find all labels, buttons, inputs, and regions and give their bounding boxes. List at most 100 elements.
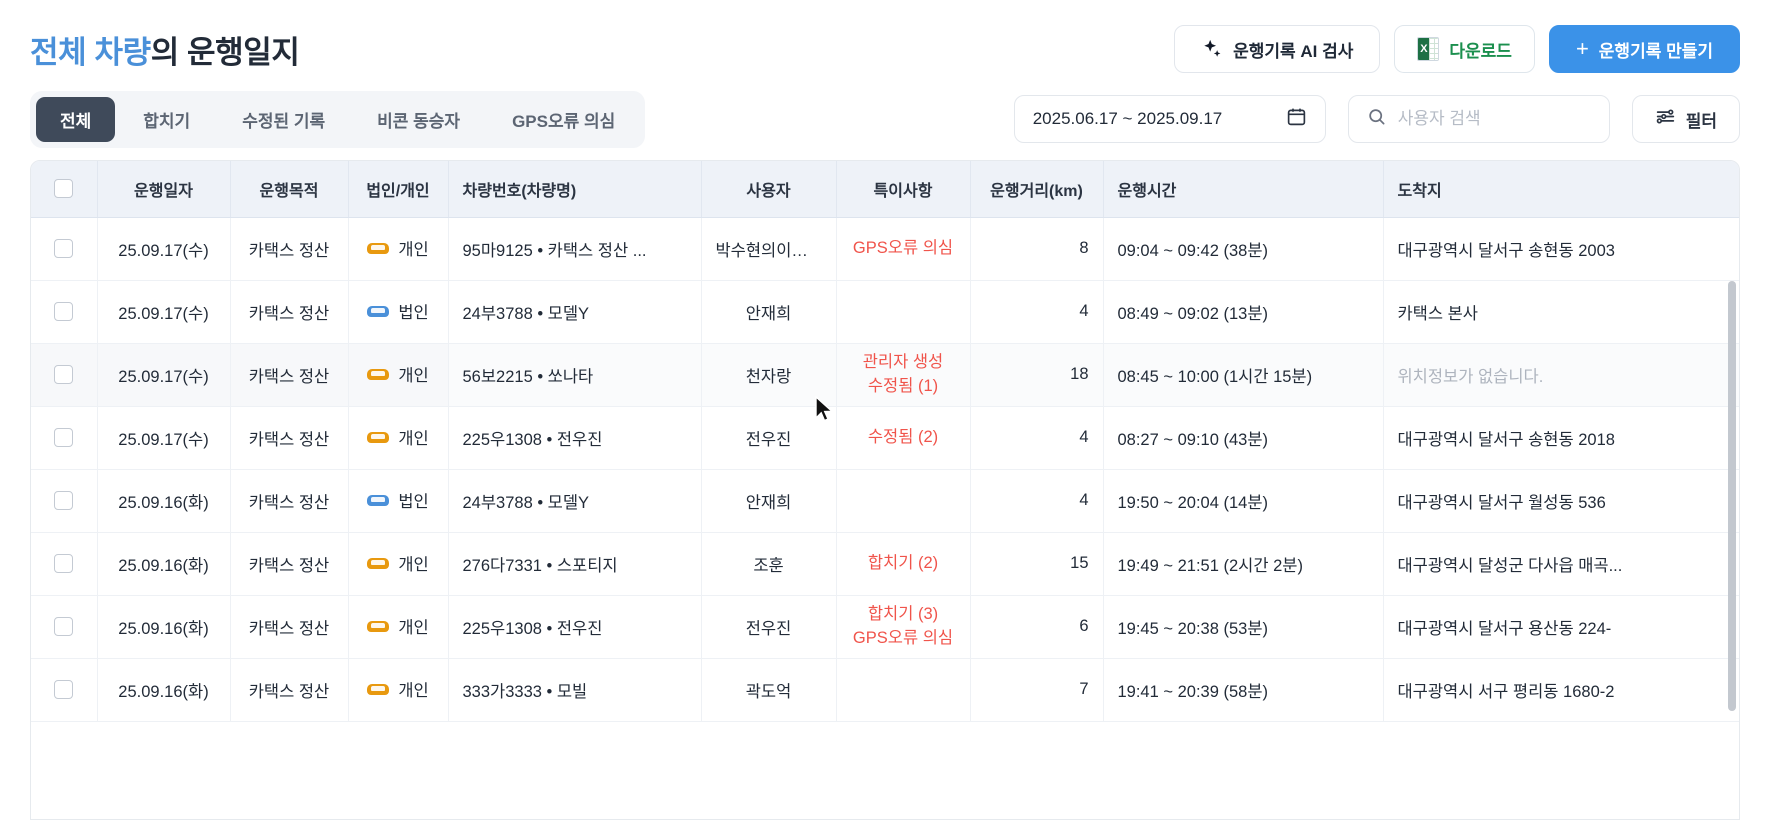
- column-header-0: 운행일자: [97, 161, 231, 218]
- cell-destination: 대구광역시 달서구 송현동 2003: [1383, 217, 1739, 281]
- cell-destination: 위치정보가 없습니다.: [1383, 343, 1739, 407]
- cell-ownership: 개인: [348, 595, 449, 659]
- select-all-checkbox[interactable]: [54, 179, 74, 199]
- table-row[interactable]: 25.09.17(수) 카택스 정산 개인 56보2215 • 쏘나타 천자랑 관리자 생…: [31, 343, 1739, 407]
- row-checkbox-cell: [31, 595, 98, 659]
- cell-date: 25.09.16(화): [97, 658, 231, 722]
- cell-date: 25.09.16(화): [97, 595, 231, 659]
- row-checkbox-cell: [31, 532, 98, 596]
- cell-ownership: 개인: [348, 343, 449, 407]
- row-checkbox-cell: [31, 343, 98, 407]
- note-tag: 관리자 생성: [862, 352, 944, 371]
- cell-notes: [836, 469, 971, 533]
- cell-time: 19:41 ~ 20:39 (58분): [1103, 658, 1384, 722]
- cell-destination: 대구광역시 달성군 다사읍 매곡...: [1383, 532, 1739, 596]
- row-checkbox[interactable]: [54, 239, 74, 259]
- cell-date: 25.09.17(수): [97, 406, 231, 470]
- filter-button[interactable]: 필터: [1631, 95, 1740, 143]
- cell-distance: 4: [970, 469, 1104, 533]
- car-icon: [367, 304, 390, 319]
- tab-1[interactable]: 합치기: [143, 111, 191, 131]
- cell-user: 안재희: [701, 469, 837, 533]
- row-checkbox[interactable]: [54, 365, 74, 385]
- tab-0[interactable]: 전체: [36, 96, 116, 142]
- row-checkbox[interactable]: [54, 554, 74, 574]
- table-row[interactable]: 25.09.17(수) 카택스 정산 개인 95마9125 • 카택스 정산 ... 박…: [31, 217, 1739, 281]
- tab-3[interactable]: 비콘 동승자: [377, 111, 461, 131]
- cell-ownership-label: 개인: [398, 682, 429, 701]
- note-tag: GPS오류 의심: [852, 238, 954, 257]
- cell-user: 조훈: [701, 532, 837, 596]
- excel-icon: X: [1417, 37, 1440, 61]
- cell-notes: 합치기 (2): [836, 532, 971, 596]
- cell-ownership: 개인: [348, 217, 449, 281]
- column-header-6: 운행거리(km): [970, 161, 1104, 218]
- cell-purpose: 카택스 정산: [230, 532, 349, 596]
- date-range-picker[interactable]: 2025.06.17 ~ 2025.09.17: [1013, 95, 1326, 143]
- cell-ownership-label: 개인: [398, 241, 429, 260]
- cell-ownership-label: 개인: [398, 430, 429, 449]
- table-head: 운행일자 운행목적 법인/개인 차량번호(차량명) 사용자 특이사항 운행거리(km) 운행시…: [31, 161, 1739, 218]
- row-checkbox-cell: [31, 280, 98, 344]
- download-button[interactable]: X 다운로드: [1394, 25, 1535, 73]
- car-icon: [367, 619, 390, 634]
- cell-destination: 대구광역시 달서구 송현동 2018: [1383, 406, 1739, 470]
- cell-vehicle: 333가3333 • 모빌: [448, 658, 702, 722]
- row-checkbox[interactable]: [54, 302, 74, 322]
- table-row[interactable]: 25.09.16(화) 카택스 정산 개인 333가3333 • 모빌 곽도억 7 19:4…: [31, 658, 1739, 722]
- cell-notes: GPS오류 의심: [836, 217, 971, 281]
- cell-time: 19:49 ~ 21:51 (2시간 2분): [1103, 532, 1384, 596]
- excel-icon-grid: [1429, 38, 1439, 60]
- car-icon: [367, 493, 390, 508]
- row-checkbox[interactable]: [54, 617, 74, 637]
- car-icon: [367, 241, 390, 256]
- page-title-accent: 전체 차량: [30, 34, 151, 70]
- cell-vehicle: 24부3788 • 모델Y: [448, 280, 702, 344]
- cell-ownership: 법인: [348, 280, 449, 344]
- column-header-1: 운행목적: [230, 161, 349, 218]
- tab-2[interactable]: 수정된 기록: [242, 111, 326, 131]
- cell-notes: [836, 658, 971, 722]
- search-input[interactable]: [1397, 109, 1591, 129]
- cell-distance: 15: [970, 532, 1104, 596]
- table-row[interactable]: 25.09.17(수) 카택스 정산 개인 225우1308 • 전우진 전우진 수정됨 …: [31, 406, 1739, 470]
- cell-time: 08:49 ~ 09:02 (13분): [1103, 280, 1384, 344]
- create-record-button[interactable]: + 운행기록 만들기: [1548, 25, 1740, 73]
- cell-notes: 합치기 (3) GPS오류 의심: [836, 595, 971, 659]
- car-icon: [367, 682, 390, 697]
- cell-purpose: 카택스 정산: [230, 406, 349, 470]
- note-tag: 수정됨 (2): [867, 427, 939, 446]
- cell-vehicle: 95마9125 • 카택스 정산 ...: [448, 217, 702, 281]
- cell-ownership-label: 개인: [398, 619, 429, 638]
- cell-notes: [836, 280, 971, 344]
- table-row[interactable]: 25.09.16(화) 카택스 정산 개인 225우1308 • 전우진 전우진 합치기 …: [31, 595, 1739, 659]
- table-row[interactable]: 25.09.16(화) 카택스 정산 개인 276다7331 • 스포티지 조훈 합치기 …: [31, 532, 1739, 596]
- search-box[interactable]: [1347, 95, 1610, 143]
- note-tag: GPS오류 의심: [852, 628, 954, 647]
- table-row[interactable]: 25.09.16(화) 카택스 정산 법인 24부3788 • 모델Y 안재희 4 19:5…: [31, 469, 1739, 533]
- toolbar-right: 2025.06.17 ~ 2025.09.17 필터: [1013, 95, 1740, 143]
- cell-ownership-label: 법인: [398, 493, 429, 512]
- cell-user: 전우진: [701, 406, 837, 470]
- cell-vehicle: 225우1308 • 전우진: [448, 406, 702, 470]
- row-checkbox[interactable]: [54, 491, 74, 511]
- row-checkbox[interactable]: [54, 680, 74, 700]
- car-icon: [367, 556, 390, 571]
- cell-purpose: 카택스 정산: [230, 343, 349, 407]
- ai-inspect-button[interactable]: 운행기록 AI 검사: [1174, 25, 1381, 73]
- column-header-2: 법인/개인: [348, 161, 449, 218]
- cell-user: 안재희: [701, 280, 837, 344]
- cell-vehicle: 225우1308 • 전우진: [448, 595, 702, 659]
- column-header-7: 운행시간: [1103, 161, 1384, 218]
- vertical-scrollbar[interactable]: [1728, 281, 1736, 711]
- table-row[interactable]: 25.09.17(수) 카택스 정산 법인 24부3788 • 모델Y 안재희 4 08:4…: [31, 280, 1739, 344]
- cell-time: 08:27 ~ 09:10 (43분): [1103, 406, 1384, 470]
- page-title: 전체 차량의 운행일지: [30, 27, 300, 72]
- row-checkbox[interactable]: [54, 428, 74, 448]
- table-body: 25.09.17(수) 카택스 정산 개인 95마9125 • 카택스 정산 ... 박…: [31, 217, 1739, 722]
- page-title-rest: 의 운행일지: [150, 34, 300, 70]
- car-icon: [367, 430, 390, 445]
- calendar-icon[interactable]: [1286, 106, 1307, 132]
- tab-4[interactable]: GPS오류 의심: [512, 111, 616, 131]
